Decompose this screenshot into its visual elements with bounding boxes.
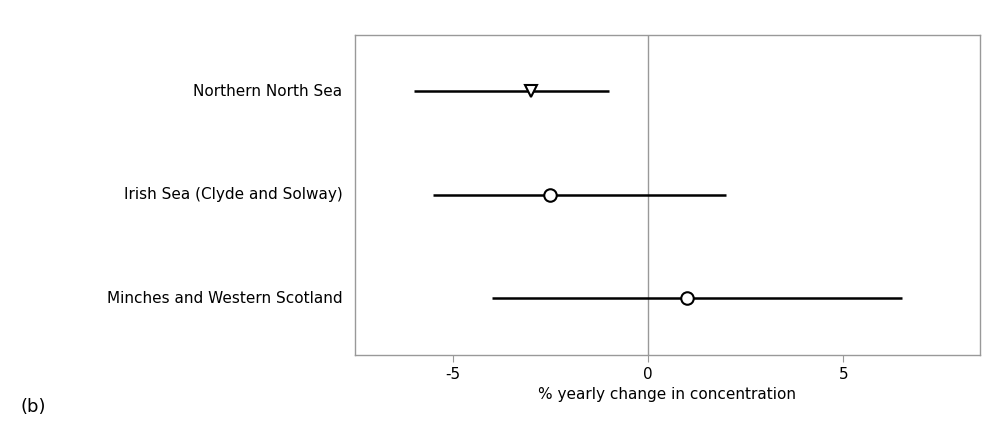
Text: Minches and Western Scotland: Minches and Western Scotland (107, 291, 342, 306)
Text: Irish Sea (Clyde and Solway): Irish Sea (Clyde and Solway) (124, 187, 342, 202)
Text: Northern North Sea: Northern North Sea (193, 84, 342, 99)
X-axis label: % yearly change in concentration: % yearly change in concentration (538, 388, 796, 402)
Text: (b): (b) (20, 397, 46, 416)
